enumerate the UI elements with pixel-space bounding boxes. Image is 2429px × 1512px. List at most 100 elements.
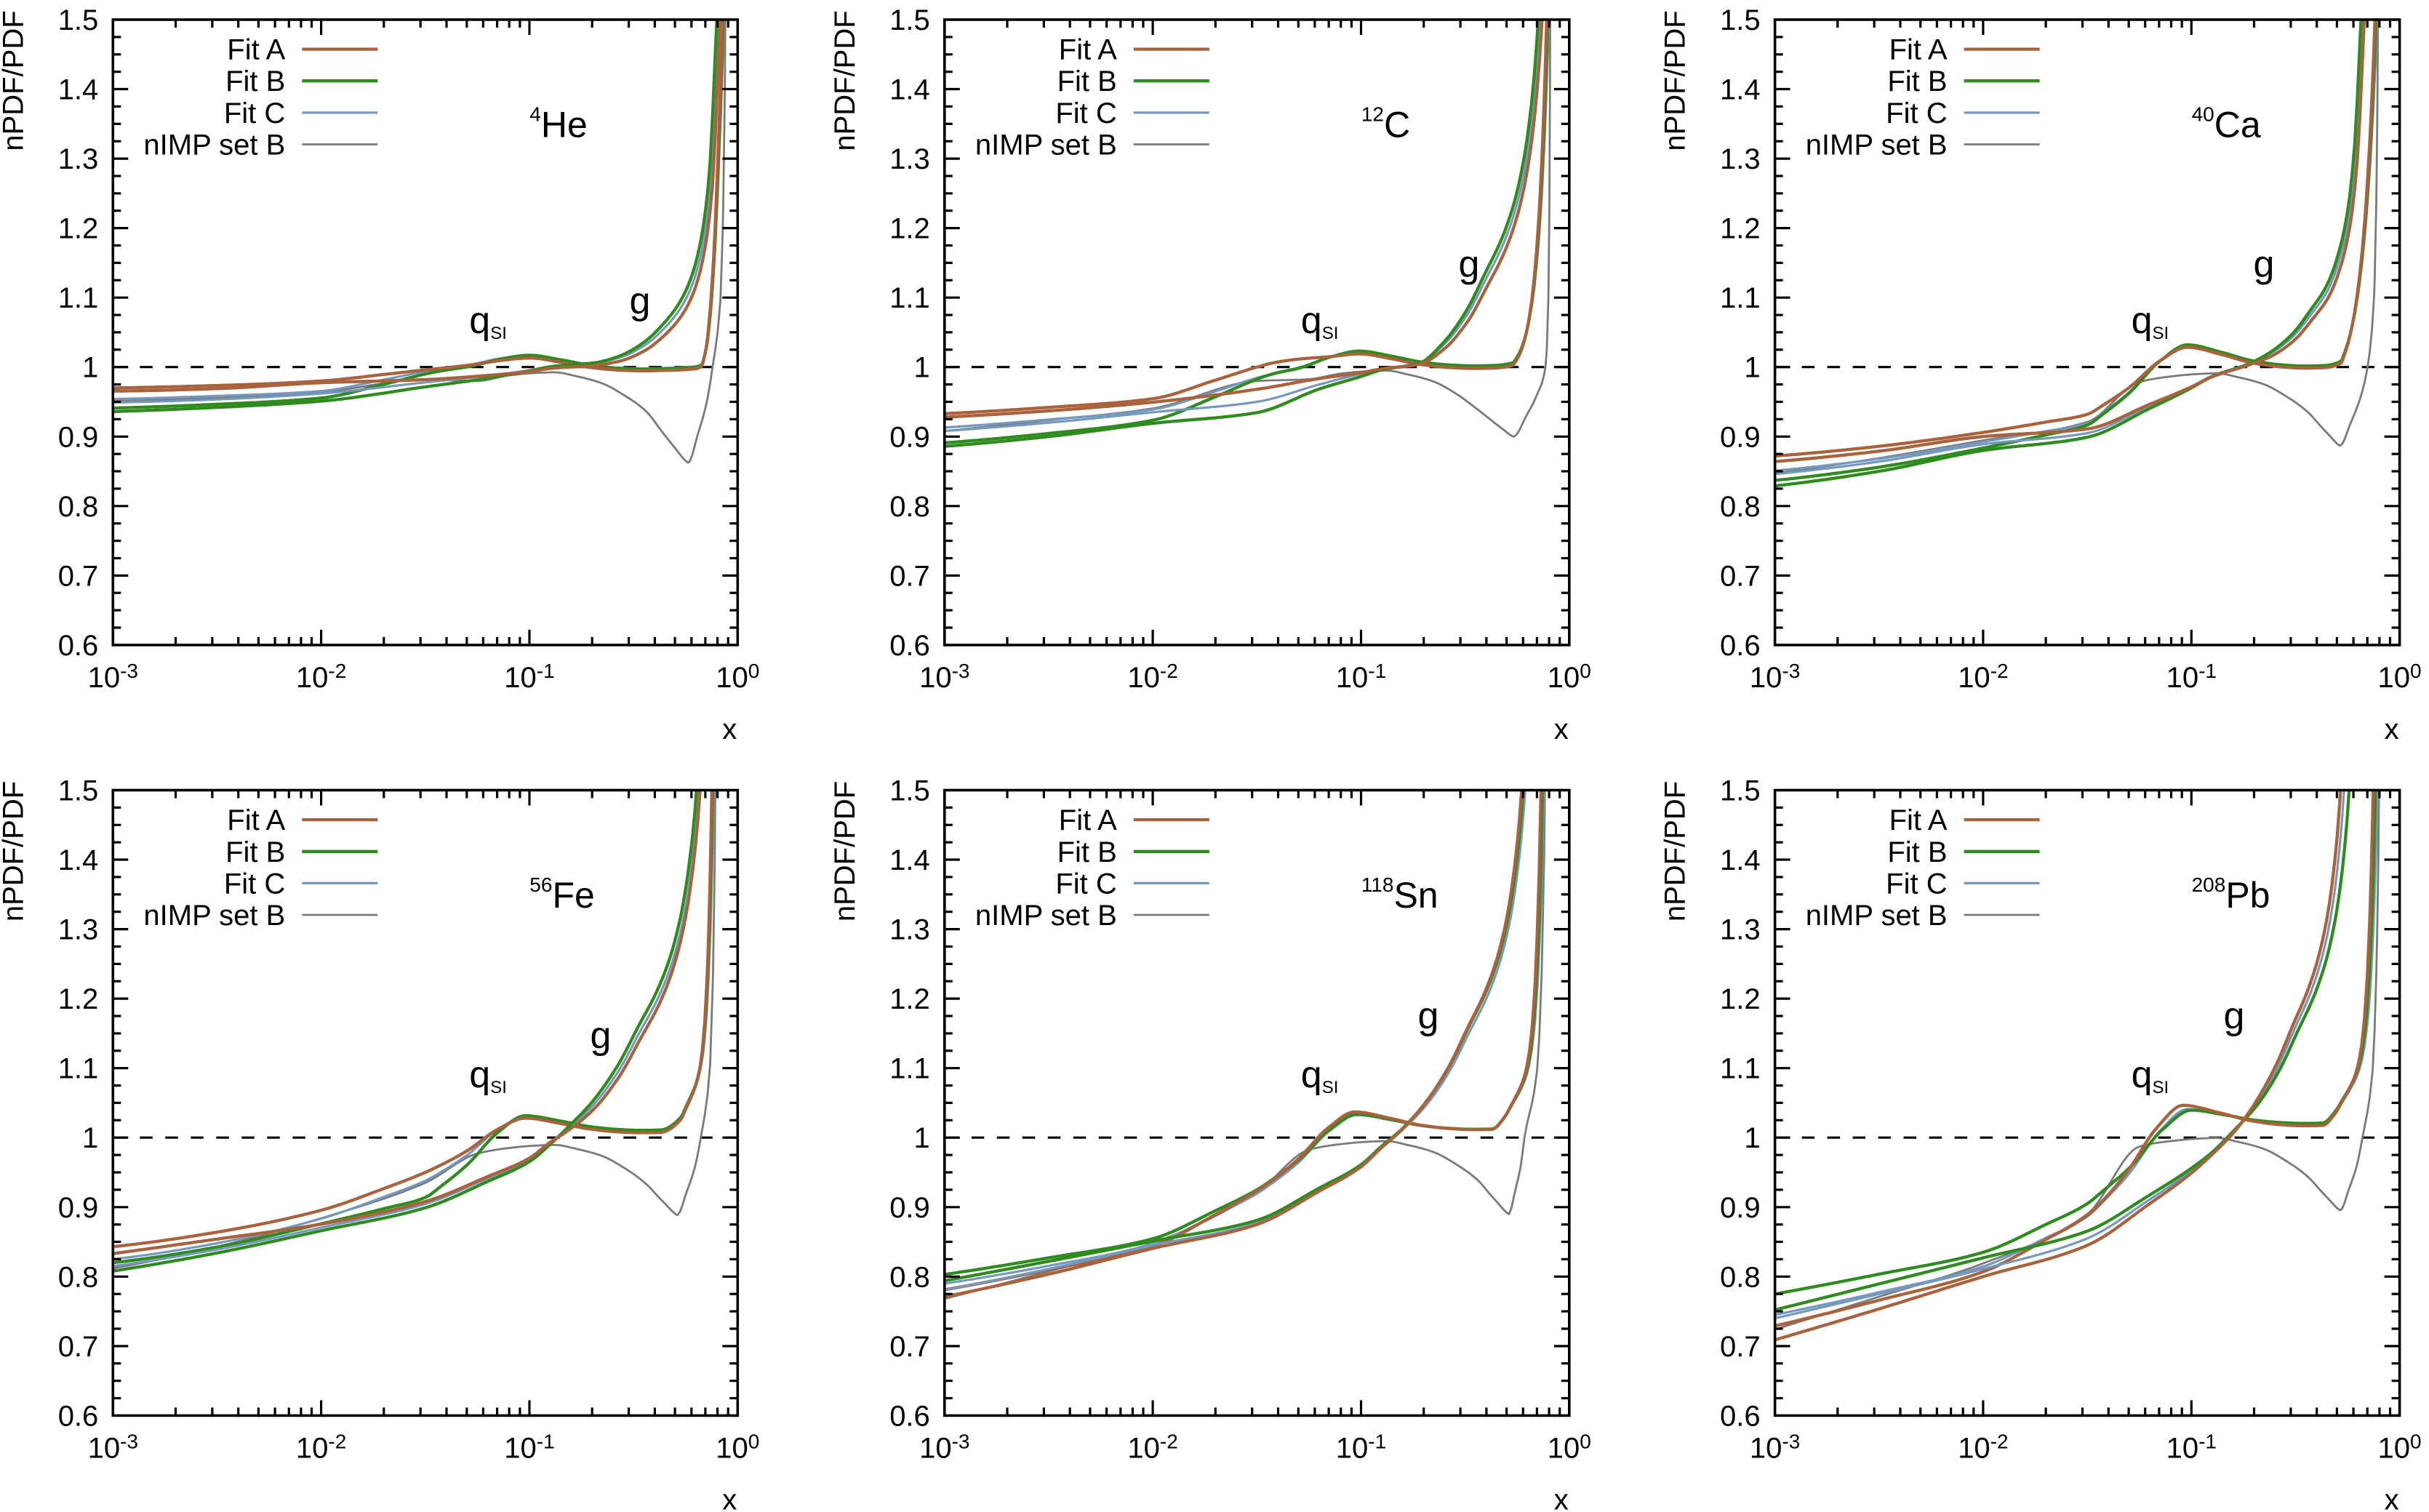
svg-text:0.6: 0.6 <box>889 1400 930 1432</box>
svg-text:0.6: 0.6 <box>58 630 99 662</box>
svg-text:1: 1 <box>1744 1122 1760 1154</box>
svg-text:nIMP set B: nIMP set B <box>975 900 1117 932</box>
svg-text:x: x <box>722 713 737 745</box>
svg-text:1: 1 <box>82 352 98 384</box>
svg-text:nIMP set B: nIMP set B <box>143 129 285 161</box>
svg-text:Fit C: Fit C <box>224 97 285 129</box>
svg-text:1.1: 1.1 <box>889 1053 930 1085</box>
svg-text:0.9: 0.9 <box>58 421 99 453</box>
svg-text:0.8: 0.8 <box>889 491 930 523</box>
svg-text:0.8: 0.8 <box>58 491 99 523</box>
svg-text:Fit B: Fit B <box>1057 65 1117 97</box>
svg-text:0.6: 0.6 <box>58 1400 99 1432</box>
svg-text:0.8: 0.8 <box>58 1261 99 1293</box>
svg-text:1.1: 1.1 <box>1720 282 1761 314</box>
svg-text:Fit B: Fit B <box>1887 836 1947 868</box>
svg-text:nPDF/PDF: nPDF/PDF <box>1660 781 1692 921</box>
svg-text:0.9: 0.9 <box>889 421 930 453</box>
svg-text:0.6: 0.6 <box>1720 1400 1761 1432</box>
svg-text:0.7: 0.7 <box>889 560 930 592</box>
svg-text:x: x <box>2385 713 2399 745</box>
svg-text:nPDF/PDF: nPDF/PDF <box>0 10 29 151</box>
svg-text:Fit B: Fit B <box>225 836 285 868</box>
svg-text:nIMP set B: nIMP set B <box>143 900 285 932</box>
svg-text:1.1: 1.1 <box>1720 1053 1761 1085</box>
svg-text:1.5: 1.5 <box>1720 4 1761 36</box>
svg-text:100: 100 <box>1548 1430 1591 1464</box>
svg-text:Fit B: Fit B <box>1057 836 1117 868</box>
svg-text:0.7: 0.7 <box>889 1331 930 1363</box>
svg-text:Fit C: Fit C <box>1055 868 1116 900</box>
svg-text:4He: 4He <box>529 103 588 145</box>
svg-text:Fit C: Fit C <box>1886 868 1947 900</box>
svg-text:1.1: 1.1 <box>58 282 99 314</box>
svg-text:1.3: 1.3 <box>889 914 930 946</box>
svg-text:nPDF/PDF: nPDF/PDF <box>1660 10 1692 151</box>
svg-text:10-3: 10-3 <box>88 660 138 694</box>
svg-text:g: g <box>1418 995 1439 1037</box>
svg-text:1.4: 1.4 <box>58 844 99 876</box>
svg-text:g: g <box>2254 243 2275 285</box>
svg-text:0.7: 0.7 <box>1720 560 1761 592</box>
svg-text:0.8: 0.8 <box>1720 491 1761 523</box>
svg-text:0.6: 0.6 <box>889 630 930 662</box>
svg-text:10-2: 10-2 <box>1958 1430 2008 1464</box>
svg-text:1.2: 1.2 <box>1720 213 1761 245</box>
svg-text:0.8: 0.8 <box>889 1261 930 1293</box>
svg-text:x: x <box>2385 1484 2399 1512</box>
svg-text:Fit B: Fit B <box>225 65 285 97</box>
svg-text:1.4: 1.4 <box>58 74 99 106</box>
svg-text:0.9: 0.9 <box>889 1192 930 1224</box>
svg-text:1.2: 1.2 <box>889 213 930 245</box>
svg-text:Fit A: Fit A <box>227 804 285 836</box>
svg-text:1: 1 <box>82 1122 98 1154</box>
svg-text:0.9: 0.9 <box>1720 1192 1761 1224</box>
svg-text:1.5: 1.5 <box>58 4 99 36</box>
svg-text:1.4: 1.4 <box>1720 74 1761 106</box>
svg-text:1.2: 1.2 <box>58 213 99 245</box>
svg-text:Fit C: Fit C <box>1055 97 1116 129</box>
svg-text:0.9: 0.9 <box>58 1192 99 1224</box>
svg-text:nIMP set B: nIMP set B <box>975 129 1117 161</box>
svg-text:0.7: 0.7 <box>58 560 99 592</box>
svg-text:g: g <box>1459 243 1480 285</box>
svg-text:1: 1 <box>914 352 930 384</box>
svg-text:1.4: 1.4 <box>1720 844 1761 876</box>
svg-text:1.5: 1.5 <box>1720 775 1761 807</box>
svg-text:100: 100 <box>2378 1430 2422 1464</box>
svg-text:1.5: 1.5 <box>58 775 99 807</box>
svg-text:0.9: 0.9 <box>1720 421 1761 453</box>
svg-text:10-1: 10-1 <box>2166 1430 2217 1464</box>
svg-text:nPDF/PDF: nPDF/PDF <box>829 781 861 921</box>
svg-text:Fit A: Fit A <box>1059 804 1117 836</box>
svg-text:Fit A: Fit A <box>1059 34 1117 66</box>
svg-text:1.5: 1.5 <box>889 4 930 36</box>
svg-text:1.1: 1.1 <box>889 282 930 314</box>
svg-text:1.3: 1.3 <box>1720 914 1761 946</box>
svg-text:0.8: 0.8 <box>1720 1261 1761 1293</box>
svg-text:0.6: 0.6 <box>1720 630 1761 662</box>
svg-text:g: g <box>591 1015 612 1057</box>
svg-text:1.4: 1.4 <box>889 74 930 106</box>
svg-text:10-2: 10-2 <box>1127 1430 1177 1464</box>
svg-text:1: 1 <box>914 1122 930 1154</box>
svg-text:Fit A: Fit A <box>1889 804 1948 836</box>
svg-text:1.3: 1.3 <box>889 143 930 175</box>
svg-text:1.1: 1.1 <box>58 1053 99 1085</box>
svg-text:x: x <box>1554 713 1569 745</box>
svg-text:g: g <box>630 280 651 322</box>
svg-text:nPDF/PDF: nPDF/PDF <box>829 10 861 151</box>
svg-text:nPDF/PDF: nPDF/PDF <box>0 781 29 921</box>
svg-text:Fit C: Fit C <box>224 868 285 900</box>
svg-text:g: g <box>2224 995 2245 1037</box>
svg-text:1.2: 1.2 <box>1720 983 1761 1015</box>
svg-text:0.7: 0.7 <box>58 1331 99 1363</box>
svg-text:1.5: 1.5 <box>889 775 930 807</box>
svg-text:x: x <box>722 1484 737 1512</box>
svg-text:Fit B: Fit B <box>1887 65 1947 97</box>
svg-text:Fit A: Fit A <box>1889 34 1948 66</box>
svg-text:x: x <box>1554 1484 1569 1512</box>
svg-text:1.2: 1.2 <box>889 983 930 1015</box>
svg-text:Fit A: Fit A <box>227 34 285 66</box>
svg-text:0.7: 0.7 <box>1720 1331 1761 1363</box>
